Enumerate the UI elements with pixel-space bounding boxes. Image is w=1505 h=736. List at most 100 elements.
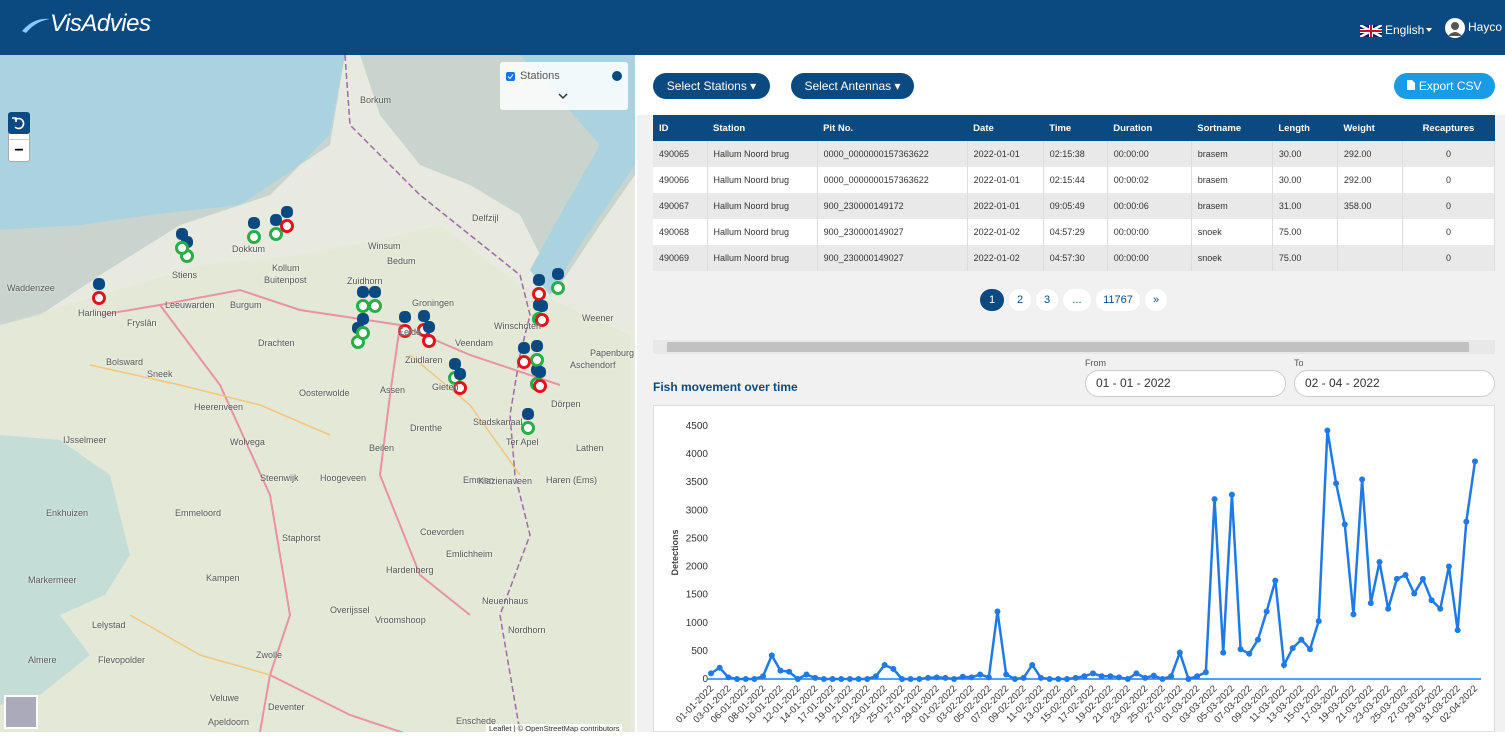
map-label: Gieten bbox=[432, 382, 459, 392]
select-stations-button[interactable]: Select Stations ▾ bbox=[653, 73, 770, 99]
user-name[interactable]: Hayco bbox=[1468, 20, 1503, 34]
column-header: Pit No. bbox=[817, 115, 968, 141]
data-point bbox=[1445, 563, 1452, 570]
table-cell: 00:00:02 bbox=[1107, 167, 1192, 193]
station-marker bbox=[422, 334, 436, 348]
station-pin bbox=[533, 274, 545, 286]
data-point bbox=[820, 676, 827, 682]
from-date[interactable]: 01 - 01 - 2022 bbox=[1085, 370, 1286, 397]
data-point bbox=[1220, 649, 1227, 656]
table-cell: 2022-01-02 bbox=[967, 245, 1044, 271]
map-label: Flevopolder bbox=[98, 655, 146, 665]
map-label: Drachten bbox=[258, 338, 295, 348]
data-point bbox=[1133, 670, 1140, 677]
data-point bbox=[751, 676, 758, 682]
zoom-out[interactable]: − bbox=[14, 142, 24, 159]
map-label: Aschendorf bbox=[570, 360, 616, 370]
station-marker bbox=[398, 324, 412, 338]
table-cell: 0 bbox=[1402, 141, 1496, 167]
date-text: 01 - 01 - 2022 bbox=[1096, 376, 1171, 390]
map-label: Enkhuizen bbox=[46, 508, 89, 518]
map-label: Harlingen bbox=[78, 308, 117, 318]
table-cell bbox=[1337, 219, 1403, 245]
map[interactable]: + − Stations WaddenzeeBorkumHarlingenLee… bbox=[0, 55, 635, 732]
y-tick-label: 3000 bbox=[686, 505, 709, 516]
data-point bbox=[968, 674, 975, 681]
map-label: Apeldoorn bbox=[208, 717, 250, 727]
scrollbar[interactable] bbox=[653, 340, 1495, 354]
map-label: Waddenzee bbox=[7, 283, 55, 293]
table-row: 490065 Hallum Noord brug 0000_000000015736… bbox=[653, 141, 1496, 167]
data-point bbox=[1324, 427, 1331, 434]
data-point bbox=[855, 676, 862, 682]
station-marker bbox=[453, 381, 467, 395]
table-cell: brasem bbox=[1191, 141, 1273, 167]
scroll-thumb[interactable] bbox=[667, 342, 1469, 352]
map-tiles bbox=[0, 55, 635, 732]
page-button[interactable]: 11767 bbox=[1096, 289, 1140, 311]
y-tick-label: 2000 bbox=[686, 562, 709, 573]
table-cell: 02:15:38 bbox=[1043, 141, 1108, 167]
page-button[interactable]: ... bbox=[1063, 289, 1091, 311]
logo[interactable]: VisAdvies bbox=[50, 10, 151, 37]
minimap[interactable] bbox=[4, 695, 38, 729]
reset-button[interactable] bbox=[8, 112, 30, 134]
map-label: Emmeloord bbox=[175, 508, 222, 518]
column-header: Time bbox=[1043, 115, 1108, 141]
data-point bbox=[1350, 611, 1357, 618]
map-label: Zwolle bbox=[256, 650, 283, 660]
y-tick-label: 1000 bbox=[686, 618, 709, 629]
export-button[interactable]: Export CSV bbox=[1394, 73, 1495, 99]
data-point bbox=[1168, 673, 1175, 680]
table-cell: snoek bbox=[1191, 219, 1273, 245]
page-button[interactable]: 1 bbox=[980, 289, 1004, 311]
data-point bbox=[1011, 676, 1018, 682]
select-antennas-button[interactable]: Select Antennas ▾ bbox=[791, 73, 914, 99]
table-cell: Hallum Noord brug bbox=[707, 245, 818, 271]
page-button[interactable]: » bbox=[1145, 289, 1167, 311]
to-date[interactable]: 02 - 04 - 2022 bbox=[1294, 370, 1495, 397]
chart-title: Fish movement over time bbox=[653, 380, 798, 394]
map-label: Hoogeveen bbox=[320, 473, 367, 483]
data-point bbox=[1046, 676, 1053, 682]
data-point bbox=[716, 664, 723, 671]
data-point bbox=[916, 676, 923, 682]
chart-container: 0 500 1000 1500 2000 2500 3000 3500 4000 4500 Dete… bbox=[653, 405, 1495, 732]
layer-panel: Stations bbox=[500, 62, 628, 110]
map-label: Almere bbox=[28, 655, 57, 665]
table-cell: Hallum Noord brug bbox=[707, 219, 818, 245]
map-label: Leeuwarden bbox=[165, 300, 215, 310]
map-label: Steenwijk bbox=[260, 473, 299, 483]
map-label: Groningen bbox=[412, 298, 455, 308]
map-label: Vroomshoop bbox=[375, 615, 426, 625]
y-tick-label: 3500 bbox=[686, 477, 709, 488]
map-label: Dörpen bbox=[551, 399, 581, 409]
map-label: IJsselmeer bbox=[63, 435, 107, 445]
map-label: Zuidlaren bbox=[405, 355, 443, 365]
map-label: Dokkum bbox=[232, 244, 266, 254]
column-header: Sortname bbox=[1191, 115, 1273, 141]
data-point bbox=[1150, 672, 1157, 679]
y-tick-label: 500 bbox=[691, 646, 708, 657]
map-label: Stiens bbox=[172, 270, 198, 280]
data-point bbox=[1124, 676, 1131, 682]
data-point bbox=[985, 674, 992, 681]
table-cell: 75.00 bbox=[1272, 245, 1338, 271]
layer-checkbox[interactable] bbox=[506, 72, 515, 81]
expand-icon[interactable] bbox=[558, 93, 568, 100]
data-point bbox=[899, 676, 905, 682]
map-label: Zuidhorn bbox=[347, 276, 383, 286]
data-point bbox=[1263, 608, 1270, 615]
file-icon bbox=[1407, 80, 1416, 90]
language[interactable]: English bbox=[1385, 23, 1425, 37]
data-point bbox=[1272, 577, 1279, 584]
data-point bbox=[1472, 458, 1478, 465]
table-body: 490065 Hallum Noord brug 0000_000000015736… bbox=[653, 141, 1496, 271]
map-label: Lathen bbox=[576, 443, 604, 453]
page-button[interactable]: 2 bbox=[1009, 289, 1031, 311]
page-button[interactable]: 3 bbox=[1036, 289, 1058, 311]
map-label: Buitenpost bbox=[264, 275, 307, 285]
table-cell: 900_230000149027 bbox=[817, 245, 968, 271]
map-label: Haren (Ems) bbox=[546, 475, 598, 485]
